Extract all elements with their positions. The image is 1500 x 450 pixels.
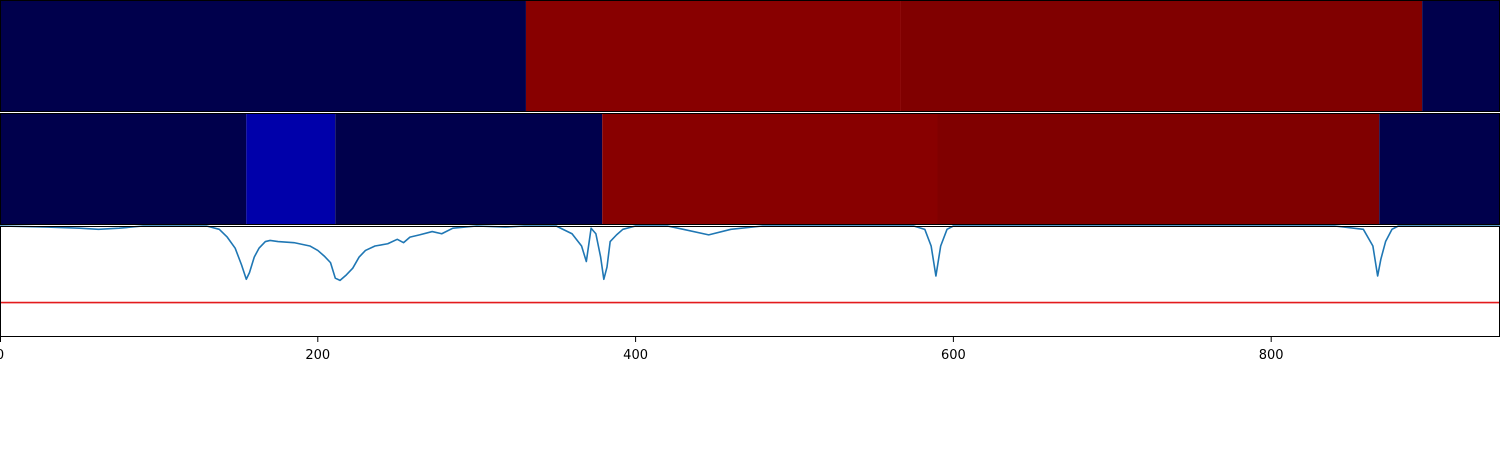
heatmap-2-segment-1 bbox=[246, 113, 335, 225]
heatmap-1-segment-1 bbox=[526, 0, 901, 112]
x-tick-label-4: 800 bbox=[1259, 348, 1284, 363]
heatmap-panel-1 bbox=[0, 0, 1500, 112]
heatmap-2-segment-5 bbox=[1379, 113, 1500, 225]
heatmap-2-segment-2 bbox=[335, 113, 602, 225]
x-axis: 0 200 400 600 800 bbox=[0, 337, 1284, 363]
heatmap-panel-2 bbox=[0, 113, 1500, 225]
x-tick-label-1: 200 bbox=[305, 348, 330, 363]
x-tick-label-3: 600 bbox=[941, 348, 966, 363]
heatmap-2-segment-3 bbox=[602, 113, 937, 225]
line-panel-background bbox=[0, 226, 1500, 337]
heatmap-1-segment-3 bbox=[1422, 0, 1500, 112]
heatmap-1-segment-2 bbox=[901, 0, 1422, 112]
heatmap-2-segment-0 bbox=[0, 113, 246, 225]
x-tick-label-2: 400 bbox=[623, 348, 648, 363]
heatmap-2-segment-4 bbox=[938, 113, 1380, 225]
line-panel bbox=[0, 226, 1500, 337]
x-tick-label-0: 0 bbox=[0, 348, 4, 363]
heatmap-1-segment-0 bbox=[0, 0, 526, 112]
